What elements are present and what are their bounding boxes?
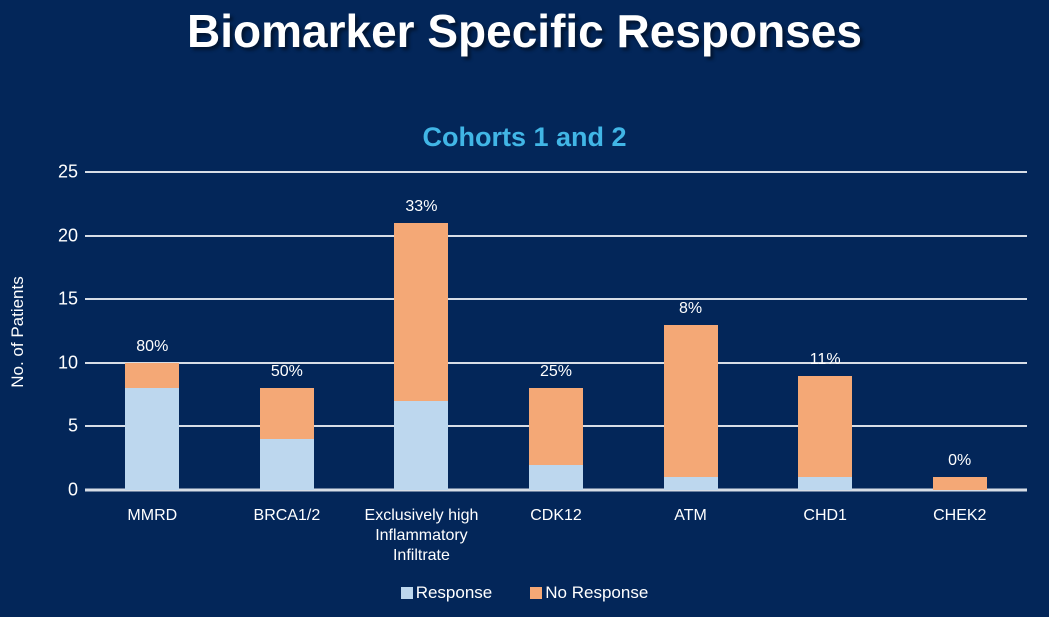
bar-percent-label: 0% bbox=[948, 452, 972, 470]
legend: Response No Response bbox=[0, 583, 1049, 603]
y-axis-title: No. of Patients bbox=[8, 276, 27, 388]
legend-swatch-icon bbox=[400, 587, 413, 599]
bar-1 bbox=[125, 362, 180, 490]
bar-segment-no-response bbox=[663, 324, 718, 478]
bar-percent-label: 8% bbox=[679, 299, 703, 317]
x-axis-label: CHEK2 bbox=[933, 507, 987, 524]
bar-2 bbox=[259, 388, 314, 490]
bar-percent-label: 33% bbox=[405, 197, 438, 215]
bar-6 bbox=[798, 375, 853, 490]
x-axis-label: ATM bbox=[674, 507, 707, 524]
bar-percent-label: 80% bbox=[136, 337, 169, 355]
bar-5 bbox=[663, 324, 718, 490]
bar-segment-response bbox=[125, 388, 180, 490]
bar-percent-label: 25% bbox=[539, 363, 572, 381]
y-tick-label: 0 bbox=[67, 479, 78, 500]
y-tick-label: 5 bbox=[67, 415, 78, 436]
bar-segment-response bbox=[394, 400, 449, 490]
bar-segment-no-response bbox=[932, 477, 987, 490]
x-axis-labels: MMRD BRCA1/2 Exclusively high Inflammatory… bbox=[85, 506, 1027, 566]
y-tick-label: 20 bbox=[57, 225, 78, 246]
bar-segment-response bbox=[798, 477, 853, 490]
bar-segment-response bbox=[528, 464, 583, 490]
legend-item-response: Response bbox=[400, 583, 493, 603]
gridline-y25 bbox=[85, 171, 1027, 173]
bar-slot-6: 11% bbox=[758, 172, 893, 490]
x-axis-label: MMRD bbox=[127, 507, 178, 524]
bar-slot-3: 33% bbox=[354, 172, 489, 490]
gridline-y20 bbox=[85, 234, 1027, 237]
page-title: Biomarker Specific Responses bbox=[187, 5, 862, 57]
bar-slot-5: 8% bbox=[623, 172, 758, 490]
gridline-y10 bbox=[85, 361, 1027, 364]
bar-3 bbox=[394, 222, 449, 490]
bar-percent-label: 50% bbox=[270, 363, 303, 381]
x-axis-label: CDK12 bbox=[530, 507, 582, 524]
bar-slot-4: 25% bbox=[489, 172, 624, 490]
legend-swatch-icon bbox=[530, 587, 543, 599]
y-tick-label: 15 bbox=[57, 288, 78, 309]
bar-percent-label: 11% bbox=[809, 350, 841, 368]
bar-segment-no-response bbox=[125, 362, 180, 389]
legend-label: Response bbox=[415, 583, 493, 602]
legend-label: No Response bbox=[545, 583, 649, 602]
bar-segment-no-response bbox=[259, 388, 314, 440]
bar-segment-response bbox=[259, 439, 314, 490]
plot-area: 0 5 10 15 20 25 80% 50% 33% 25% 8% 11% 0% bbox=[58, 162, 1027, 500]
bar-slot-2: 50% bbox=[220, 172, 355, 490]
bar-segment-no-response bbox=[798, 375, 853, 478]
x-axis-label: CHD1 bbox=[803, 507, 847, 524]
bar-4 bbox=[528, 388, 583, 490]
bar-segment-no-response bbox=[394, 222, 449, 401]
gridline-y15 bbox=[85, 298, 1027, 301]
bar-slot-1: 80% bbox=[85, 172, 220, 490]
bar-segment-response bbox=[663, 477, 718, 490]
bar-7 bbox=[932, 477, 987, 490]
chart-subtitle: Cohorts 1 and 2 bbox=[422, 122, 627, 152]
bar-segment-no-response bbox=[528, 388, 583, 465]
x-axis-label: Exclusively high Inflammatory Infiltrate bbox=[364, 507, 479, 564]
y-tick-label: 25 bbox=[57, 161, 78, 182]
gridline-y0 bbox=[85, 488, 1027, 492]
x-axis-label: BRCA1/2 bbox=[253, 507, 321, 524]
y-tick-label: 10 bbox=[57, 352, 78, 373]
bar-slot-7: 0% bbox=[892, 172, 1027, 490]
legend-item-no-response: No Response bbox=[530, 583, 648, 603]
